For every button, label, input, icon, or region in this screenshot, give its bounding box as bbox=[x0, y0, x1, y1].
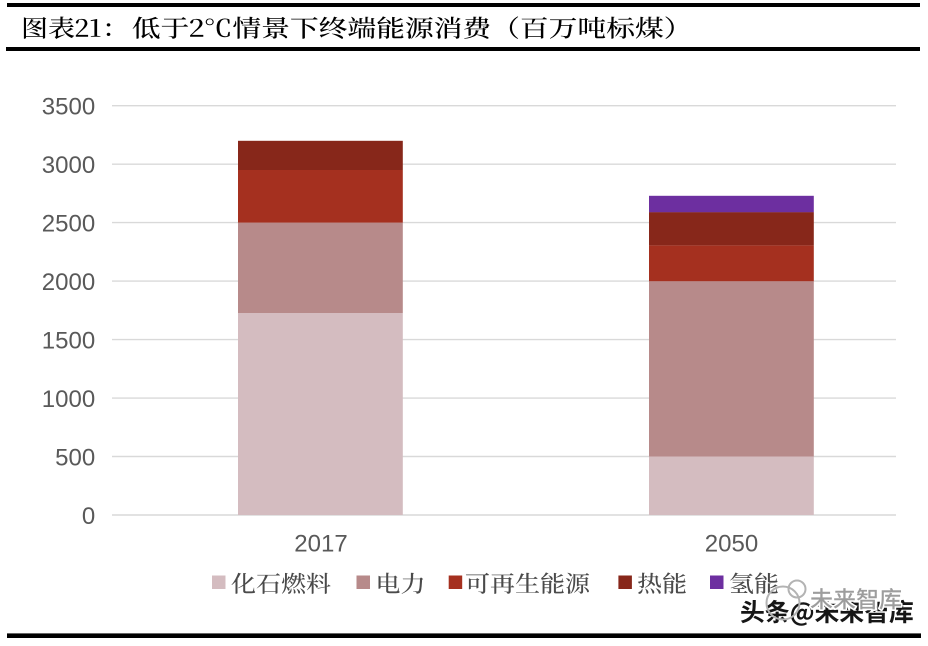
svg-text:2500: 2500 bbox=[42, 211, 95, 238]
svg-text:3500: 3500 bbox=[42, 94, 95, 121]
svg-text:1500: 1500 bbox=[42, 328, 95, 355]
svg-text:2000: 2000 bbox=[42, 269, 95, 296]
svg-text:2050: 2050 bbox=[705, 531, 758, 558]
svg-text:3000: 3000 bbox=[42, 152, 95, 179]
svg-text:500: 500 bbox=[55, 445, 95, 472]
svg-text:1000: 1000 bbox=[42, 386, 95, 413]
svg-text:0: 0 bbox=[82, 503, 95, 530]
svg-text:2017: 2017 bbox=[294, 531, 347, 558]
